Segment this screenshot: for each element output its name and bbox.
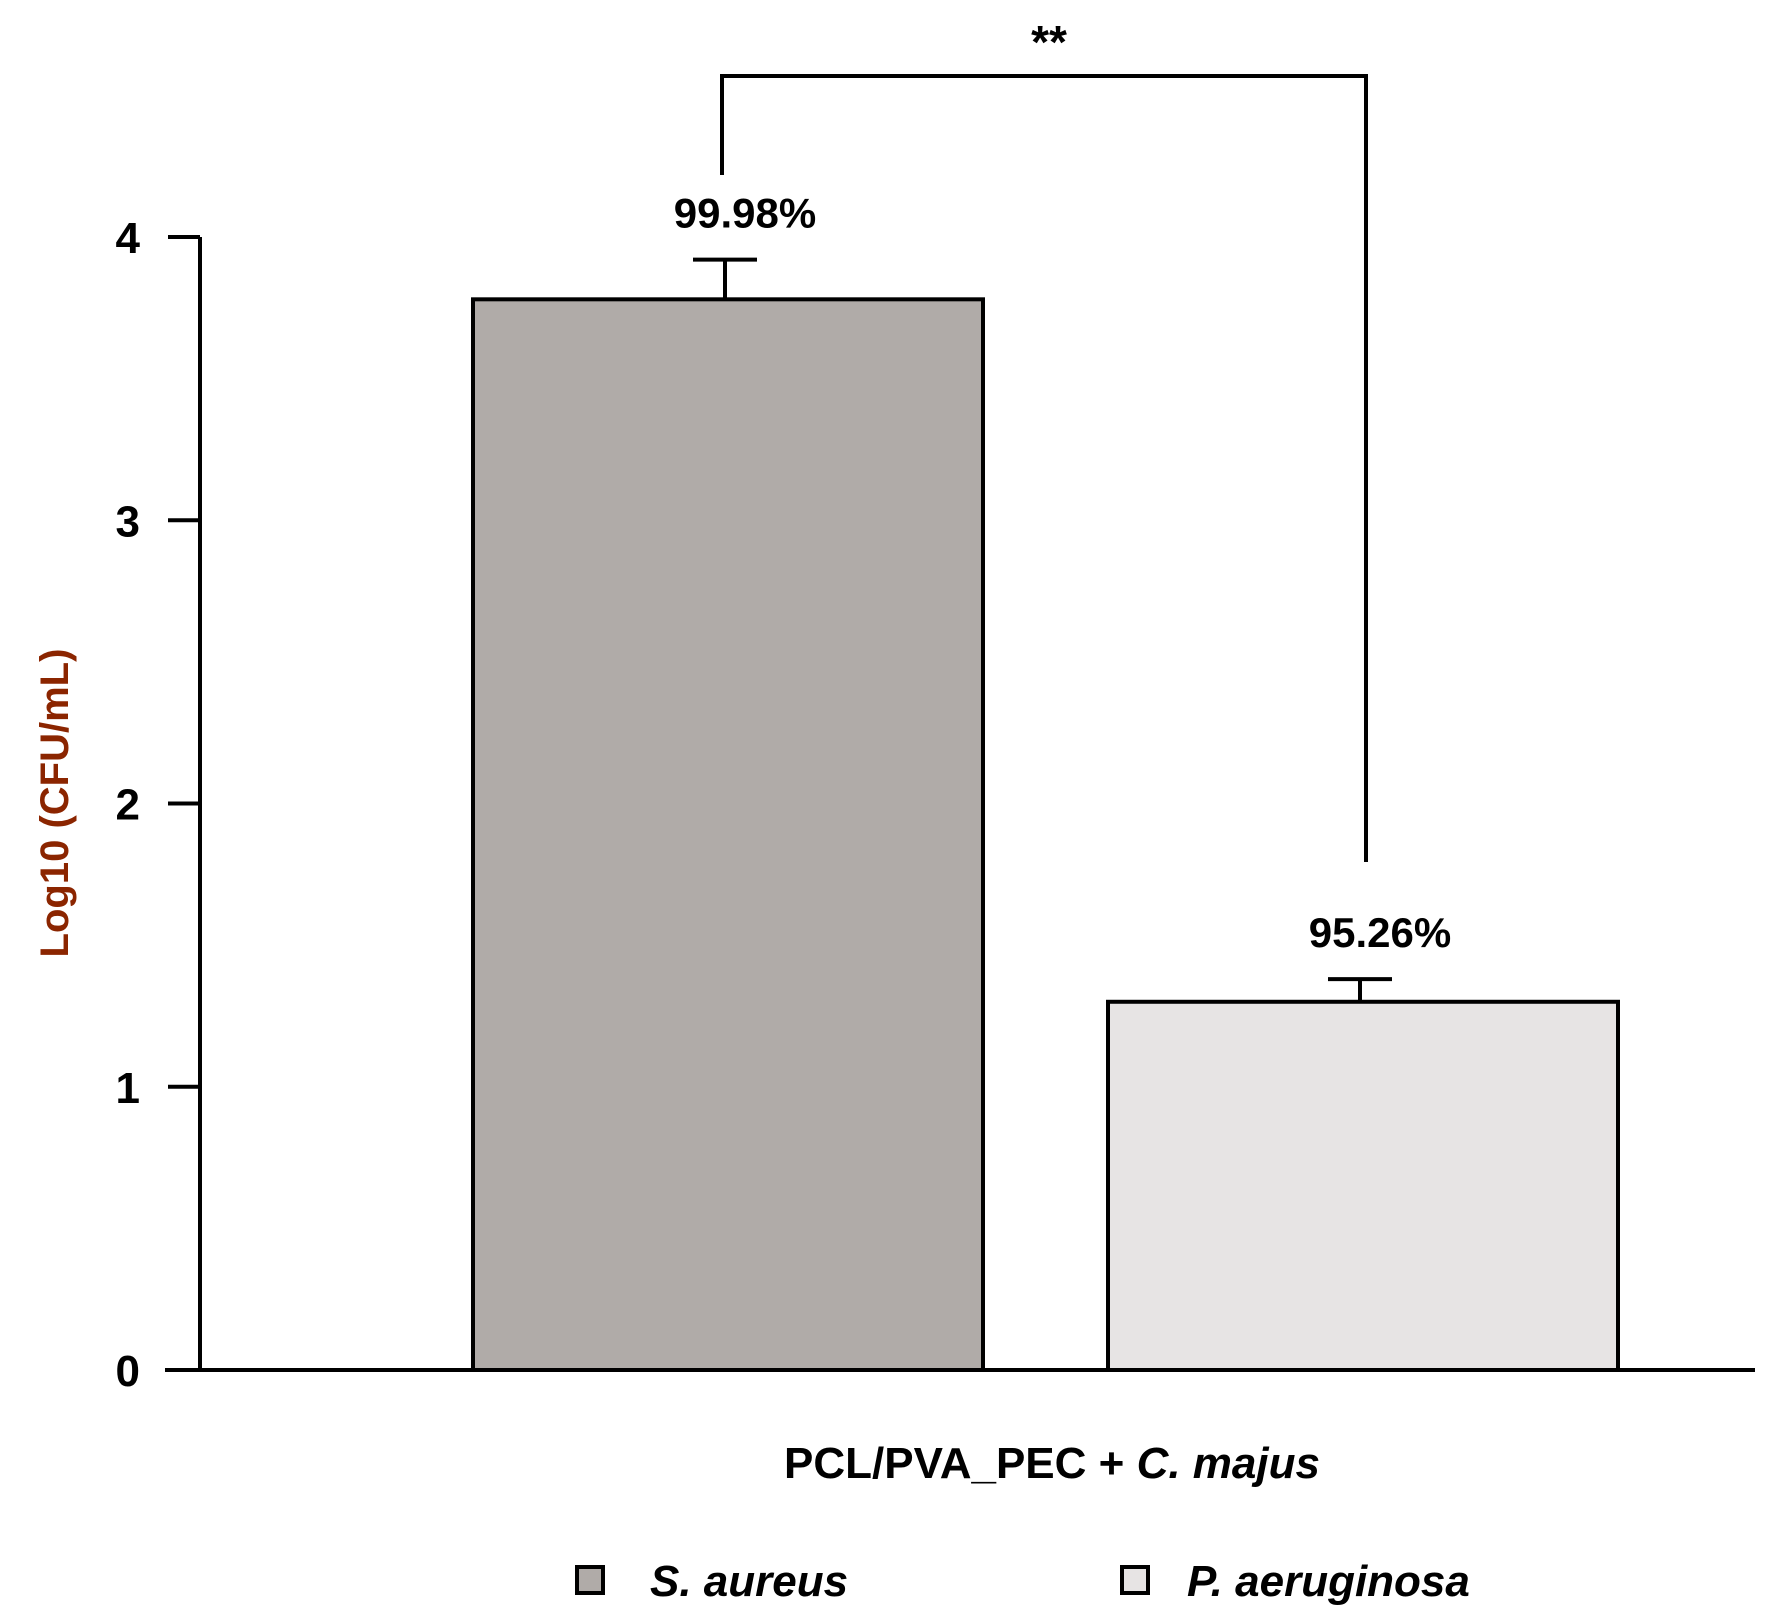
bar-value-label-0: 99.98% — [674, 190, 816, 237]
y-tick-label-1: 1 — [116, 1064, 140, 1113]
legend-swatch-0 — [575, 1565, 605, 1595]
legend: S. aureus P. aeruginosa — [575, 1557, 1470, 1606]
y-tick-label-0: 0 — [116, 1347, 140, 1396]
y-axis-title: Log10 (CFU/mL) — [33, 649, 77, 958]
error-bars — [693, 257, 1392, 1002]
legend-label-1: P. aeruginosa — [1187, 1557, 1470, 1606]
x-axis-title-italic: C. majus — [1137, 1439, 1320, 1488]
y-tick-label-2: 2 — [116, 781, 140, 830]
significance-bracket: ** — [720, 16, 1368, 862]
significance-label: ** — [1031, 16, 1067, 68]
bar-labels: 99.98% 95.26% — [674, 190, 1451, 956]
bar-value-label-1: 95.26% — [1309, 909, 1451, 956]
significance-line — [720, 74, 1368, 862]
y-ticks: 0 1 2 3 4 — [116, 214, 200, 1396]
x-axis-title-prefix: PCL/PVA_PEC + — [784, 1439, 1137, 1488]
bar-s-aureus — [471, 297, 985, 1373]
legend-label-0: S. aureus — [650, 1557, 848, 1606]
y-tick-label-3: 3 — [116, 497, 140, 546]
bar-p-aeruginosa — [1106, 999, 1620, 1373]
bars — [471, 297, 1620, 1373]
x-axis-title: PCL/PVA_PEC + C. majus — [784, 1439, 1320, 1488]
y-tick-label-4: 4 — [116, 214, 141, 263]
legend-swatch-1 — [1120, 1565, 1150, 1595]
